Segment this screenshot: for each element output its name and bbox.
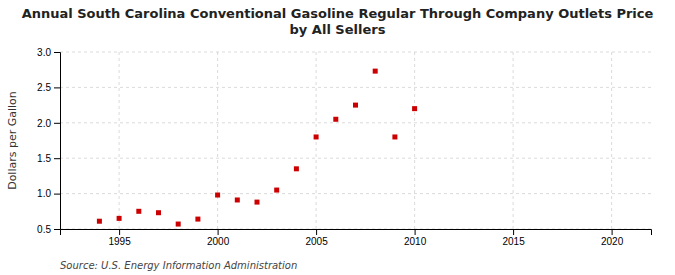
x-tick: 2020 bbox=[601, 229, 624, 247]
y-tick-label: 3.0 bbox=[37, 47, 51, 58]
y-tick-mark bbox=[54, 52, 60, 53]
point bbox=[412, 106, 417, 111]
y-tick: 3.0 bbox=[37, 47, 60, 58]
grid-line-y bbox=[60, 52, 651, 53]
point bbox=[294, 166, 299, 171]
y-tick-mark bbox=[54, 229, 60, 230]
x-tick-label: 1995 bbox=[108, 236, 131, 247]
grid-line-x bbox=[414, 52, 415, 229]
x-tick: 1995 bbox=[108, 229, 131, 247]
grid-line-y bbox=[60, 193, 651, 194]
y-tick-label: 2.5 bbox=[37, 82, 51, 93]
y-tick-label: 2.0 bbox=[37, 118, 51, 129]
plot: 1995 2000 2005 2010 2015 2020 0.5 1.0 1.5 2.0 2.5 3… bbox=[6, 47, 652, 247]
x-tick-label: 2010 bbox=[404, 236, 427, 247]
x-tick-label: 2015 bbox=[502, 236, 525, 247]
chart: 1995 2000 2005 2010 2015 2020 0.5 1.0 1.5 2.0 2.5 3… bbox=[0, 0, 675, 275]
y-axis-line bbox=[54, 53, 61, 230]
x-tick-label: 2005 bbox=[305, 236, 328, 247]
x-axis-line bbox=[61, 230, 652, 236]
point bbox=[235, 197, 240, 202]
grid-line-x bbox=[119, 52, 120, 229]
x-tick-mark bbox=[612, 229, 613, 235]
x-tick-label: 2020 bbox=[601, 236, 624, 247]
grid-line-x bbox=[316, 52, 317, 229]
x-axis: 1995 2000 2005 2010 2015 2020 bbox=[61, 229, 652, 247]
point bbox=[314, 134, 319, 139]
title: Annual South Carolina Conventional Gasol… bbox=[22, 6, 654, 37]
x-tick: 2010 bbox=[404, 229, 427, 247]
grid bbox=[60, 52, 651, 229]
y-tick: 1.0 bbox=[37, 188, 60, 199]
grid-line-x bbox=[611, 52, 612, 229]
y-tick-mark bbox=[54, 194, 60, 195]
point bbox=[156, 210, 161, 215]
points bbox=[97, 69, 417, 227]
x-tick: 2000 bbox=[207, 229, 230, 247]
grid-line-y bbox=[60, 158, 651, 159]
y-tick-mark bbox=[54, 87, 60, 88]
title-line: Annual South Carolina Conventional Gasol… bbox=[22, 6, 654, 21]
grid-line-x bbox=[513, 52, 514, 229]
y-axis-title: Dollars per Gallon bbox=[6, 91, 19, 190]
y-tick: 2.0 bbox=[37, 118, 60, 129]
y-axis: 0.5 1.0 1.5 2.0 2.5 3.0 bbox=[37, 47, 60, 235]
x-tick-mark bbox=[415, 229, 416, 235]
y-tick-mark bbox=[54, 158, 60, 159]
y-tick-mark bbox=[54, 123, 60, 124]
grid-line-y bbox=[60, 122, 651, 123]
y-tick-label: 1.0 bbox=[37, 188, 51, 199]
point bbox=[255, 200, 260, 205]
y-tick: 0.5 bbox=[37, 224, 60, 235]
point bbox=[215, 193, 220, 198]
x-tick-mark bbox=[513, 229, 514, 235]
y-tick: 2.5 bbox=[37, 82, 60, 93]
x-tick-mark bbox=[316, 229, 317, 235]
point bbox=[353, 103, 358, 108]
x-tick-mark bbox=[218, 229, 219, 235]
point bbox=[333, 117, 338, 122]
y-tick-label: 0.5 bbox=[37, 224, 51, 235]
source: Source: U.S. Energy Information Administ… bbox=[60, 260, 297, 271]
grid-line-x bbox=[217, 52, 218, 229]
point bbox=[97, 219, 102, 224]
point bbox=[195, 217, 200, 222]
point bbox=[392, 134, 397, 139]
point bbox=[274, 188, 279, 193]
point bbox=[136, 209, 141, 214]
point bbox=[373, 69, 378, 74]
point bbox=[176, 222, 181, 227]
y-tick-label: 1.5 bbox=[37, 153, 51, 164]
point bbox=[117, 216, 122, 221]
x-tick: 2015 bbox=[502, 229, 525, 247]
x-tick-mark bbox=[119, 229, 120, 235]
grid-line-y bbox=[60, 87, 651, 88]
x-tick-label: 2000 bbox=[207, 236, 230, 247]
title-line: by All Sellers bbox=[290, 22, 386, 37]
y-tick: 1.5 bbox=[37, 153, 60, 164]
x-tick: 2005 bbox=[305, 229, 328, 247]
